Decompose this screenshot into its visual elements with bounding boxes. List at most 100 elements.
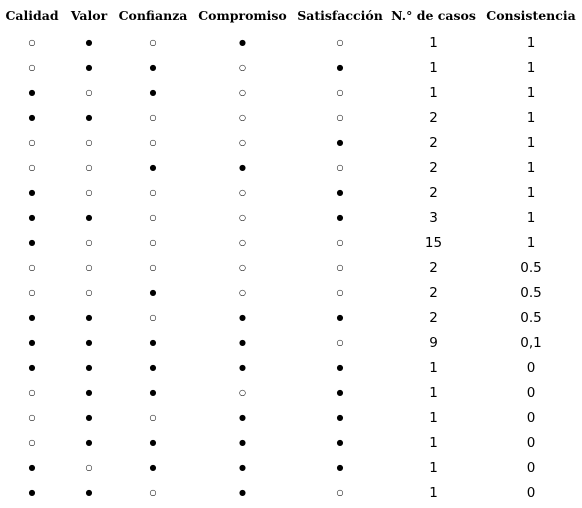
number-cell: 1 — [526, 234, 536, 251]
indicator-cell: ○ — [149, 263, 157, 272]
indicator-cell: ○ — [336, 163, 344, 172]
number-cell: 1 — [526, 34, 536, 51]
indicator-cell: ○ — [336, 338, 344, 347]
indicator-cell: ● — [28, 88, 36, 97]
indicator-cell: ○ — [336, 38, 344, 47]
number-cell: 1 — [526, 134, 536, 151]
column-header: Valor — [70, 7, 108, 23]
indicator-cell: ○ — [85, 288, 93, 297]
table-row: ○ ● ○ ● ○ 1 1 — [0, 30, 582, 55]
indicator-cell: ○ — [239, 63, 246, 72]
indicator-cell: ● — [28, 113, 36, 122]
indicator-cell: ● — [239, 463, 246, 472]
indicator-cell: ● — [85, 213, 93, 222]
indicator-cell: ● — [336, 213, 344, 222]
column-header: N.° de casos — [391, 7, 476, 23]
number-cell: 2 — [429, 309, 438, 326]
indicator-cell: ● — [149, 338, 157, 347]
table-row: ○ ○ ○ ○ ● 2 1 — [0, 130, 582, 155]
indicator-cell: ● — [149, 363, 157, 372]
indicator-cell: ● — [239, 163, 246, 172]
table-row: ○ ● ● ○ ● 1 0 — [0, 380, 582, 405]
indicator-cell: ○ — [149, 188, 157, 197]
indicator-cell: ● — [28, 488, 36, 497]
number-cell: 9 — [429, 334, 438, 351]
indicator-cell: ○ — [149, 238, 157, 247]
indicator-cell: ● — [85, 413, 93, 422]
number-cell: 0 — [526, 484, 536, 501]
indicator-cell: ○ — [239, 388, 246, 397]
indicator-cell: ● — [239, 438, 246, 447]
indicator-cell: ● — [28, 238, 36, 247]
indicator-cell: ○ — [149, 413, 157, 422]
indicator-cell: ● — [28, 363, 36, 372]
number-cell: 2 — [429, 284, 438, 301]
number-cell: 1 — [526, 184, 536, 201]
indicator-cell: ○ — [336, 88, 344, 97]
table-row: ○ ● ● ○ ● 1 1 — [0, 55, 582, 80]
indicator-cell: ● — [336, 138, 344, 147]
indicator-cell: ○ — [336, 238, 344, 247]
number-cell: 1 — [429, 409, 438, 426]
table-row: ● ○ ● ○ ○ 1 1 — [0, 80, 582, 105]
indicator-cell: ● — [85, 113, 93, 122]
number-cell: 1 — [429, 359, 438, 376]
indicator-cell: ○ — [85, 88, 93, 97]
indicator-cell: ○ — [28, 438, 36, 447]
number-cell: 2 — [429, 259, 438, 276]
column-header: Compromiso — [198, 7, 287, 23]
indicator-cell: ○ — [336, 113, 344, 122]
indicator-cell: ○ — [28, 413, 36, 422]
number-cell: 0.5 — [520, 259, 542, 276]
indicator-cell: ● — [28, 463, 36, 472]
indicator-cell: ○ — [28, 138, 36, 147]
table-row: ● ● ○ ● ● 2 0.5 — [0, 305, 582, 330]
column-header: Calidad — [5, 7, 59, 23]
number-cell: 0 — [526, 384, 536, 401]
number-cell: 2 — [429, 134, 438, 151]
indicator-cell: ● — [336, 363, 344, 372]
number-cell: 0,1 — [520, 334, 542, 351]
number-cell: 0 — [526, 434, 536, 451]
number-cell: 0 — [526, 409, 536, 426]
indicator-cell: ● — [85, 488, 93, 497]
number-cell: 0.5 — [520, 284, 542, 301]
table-row: ○ ○ ○ ○ ○ 2 0.5 — [0, 255, 582, 280]
indicator-cell: ○ — [239, 263, 246, 272]
indicator-cell: ● — [85, 63, 93, 72]
indicator-cell: ● — [85, 363, 93, 372]
number-cell: 1 — [526, 84, 536, 101]
table-row: ○ ● ○ ● ● 1 0 — [0, 405, 582, 430]
number-cell: 1 — [429, 34, 438, 51]
number-cell: 0 — [526, 459, 536, 476]
indicator-cell: ○ — [149, 38, 157, 47]
indicator-cell: ● — [85, 313, 93, 322]
table-row: ● ○ ● ● ● 1 0 — [0, 455, 582, 480]
number-cell: 1 — [429, 84, 438, 101]
indicator-cell: ● — [149, 463, 157, 472]
indicator-cell: ● — [239, 363, 246, 372]
table-row: ● ● ● ● ● 1 0 — [0, 355, 582, 380]
number-cell: 0.5 — [520, 309, 542, 326]
table-body: ○ ● ○ ● ○ 1 1 ○ ● ● ○ ● 1 1 ● ○ ● ○ ○ 1 1 ● ● ○ ○ ○ 2 1 ○ ○ ○ ○ ● 2 1 ○ ○ ● ● ○… — [0, 30, 582, 505]
indicator-cell: ○ — [28, 263, 36, 272]
number-cell: 2 — [429, 159, 438, 176]
indicator-cell: ● — [239, 313, 246, 322]
column-header: Confianza — [118, 7, 188, 23]
indicator-cell: ● — [85, 38, 93, 47]
number-cell: 1 — [429, 59, 438, 76]
indicator-cell: ● — [85, 338, 93, 347]
indicator-cell: ○ — [28, 63, 36, 72]
number-cell: 0 — [526, 359, 536, 376]
indicator-cell: ○ — [239, 188, 246, 197]
indicator-cell: ○ — [239, 138, 246, 147]
indicator-cell: ○ — [28, 163, 36, 172]
indicator-cell: ○ — [149, 213, 157, 222]
indicator-cell: ○ — [28, 38, 36, 47]
table-row: ● ● ● ● ○ 9 0,1 — [0, 330, 582, 355]
indicator-cell: ● — [336, 413, 344, 422]
indicator-cell: ○ — [85, 238, 93, 247]
indicator-cell: ● — [85, 438, 93, 447]
